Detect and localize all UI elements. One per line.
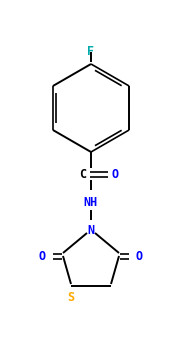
Text: O: O [39, 249, 46, 262]
Text: C: C [79, 167, 86, 180]
Text: F: F [87, 45, 95, 58]
Text: O: O [136, 249, 143, 262]
Text: O: O [112, 167, 119, 180]
Text: S: S [68, 291, 74, 304]
Text: NH: NH [84, 196, 98, 209]
Text: N: N [87, 224, 95, 237]
